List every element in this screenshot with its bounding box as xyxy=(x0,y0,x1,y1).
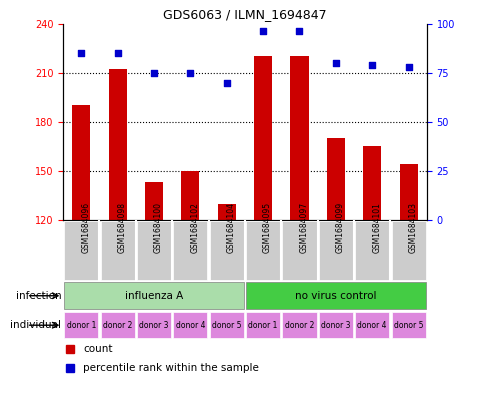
Text: GSM1684098: GSM1684098 xyxy=(117,202,126,253)
Text: donor 2: donor 2 xyxy=(284,321,314,330)
Text: GSM1684102: GSM1684102 xyxy=(190,202,199,253)
Text: donor 4: donor 4 xyxy=(357,321,386,330)
Bar xyxy=(64,283,243,309)
Bar xyxy=(136,312,171,338)
Bar xyxy=(173,312,207,338)
Bar xyxy=(318,221,352,280)
Bar xyxy=(181,171,199,220)
Text: donor 3: donor 3 xyxy=(320,321,350,330)
Bar xyxy=(64,312,98,338)
Text: donor 5: donor 5 xyxy=(212,321,241,330)
Point xyxy=(367,62,375,68)
Text: individual: individual xyxy=(10,320,61,330)
Bar xyxy=(326,138,344,220)
Bar xyxy=(173,221,207,280)
Bar xyxy=(282,312,316,338)
Text: donor 1: donor 1 xyxy=(248,321,277,330)
Bar xyxy=(245,283,425,309)
Bar xyxy=(136,221,171,280)
Text: GSM1684097: GSM1684097 xyxy=(299,202,308,253)
Point xyxy=(258,28,266,35)
Text: donor 4: donor 4 xyxy=(175,321,205,330)
Bar xyxy=(145,182,163,220)
Bar xyxy=(64,221,98,280)
Bar xyxy=(100,312,135,338)
Text: donor 2: donor 2 xyxy=(103,321,132,330)
Text: GSM1684096: GSM1684096 xyxy=(81,202,90,253)
Bar xyxy=(100,221,135,280)
Bar xyxy=(217,204,235,220)
Bar xyxy=(108,70,126,220)
Title: GDS6063 / ILMN_1694847: GDS6063 / ILMN_1694847 xyxy=(163,8,326,21)
Text: count: count xyxy=(83,344,112,354)
Bar xyxy=(318,312,352,338)
Bar xyxy=(209,221,243,280)
Text: GSM1684104: GSM1684104 xyxy=(226,202,235,253)
Bar xyxy=(72,105,90,220)
Text: no virus control: no virus control xyxy=(294,291,376,301)
Point xyxy=(150,70,157,76)
Text: GSM1684099: GSM1684099 xyxy=(335,202,344,253)
Text: infection: infection xyxy=(15,291,61,301)
Bar xyxy=(245,221,280,280)
Point xyxy=(295,28,302,35)
Point xyxy=(331,60,339,66)
Bar xyxy=(290,56,308,220)
Point xyxy=(186,70,194,76)
Text: influenza A: influenza A xyxy=(124,291,183,301)
Point xyxy=(404,64,411,70)
Text: donor 5: donor 5 xyxy=(393,321,423,330)
Bar xyxy=(391,312,425,338)
Text: donor 1: donor 1 xyxy=(66,321,96,330)
Text: percentile rank within the sample: percentile rank within the sample xyxy=(83,363,258,373)
Text: GSM1684095: GSM1684095 xyxy=(262,202,272,253)
Point xyxy=(77,50,85,56)
Bar xyxy=(399,164,417,220)
Text: donor 3: donor 3 xyxy=(139,321,168,330)
Bar xyxy=(209,312,243,338)
Bar xyxy=(354,312,389,338)
Bar xyxy=(245,312,280,338)
Bar xyxy=(391,221,425,280)
Point xyxy=(113,50,121,56)
Bar xyxy=(254,56,272,220)
Point xyxy=(222,79,230,86)
Bar xyxy=(354,221,389,280)
Text: GSM1684101: GSM1684101 xyxy=(372,202,380,253)
Text: GSM1684100: GSM1684100 xyxy=(153,202,163,253)
Bar xyxy=(363,147,380,220)
Text: GSM1684103: GSM1684103 xyxy=(408,202,417,253)
Bar xyxy=(282,221,316,280)
